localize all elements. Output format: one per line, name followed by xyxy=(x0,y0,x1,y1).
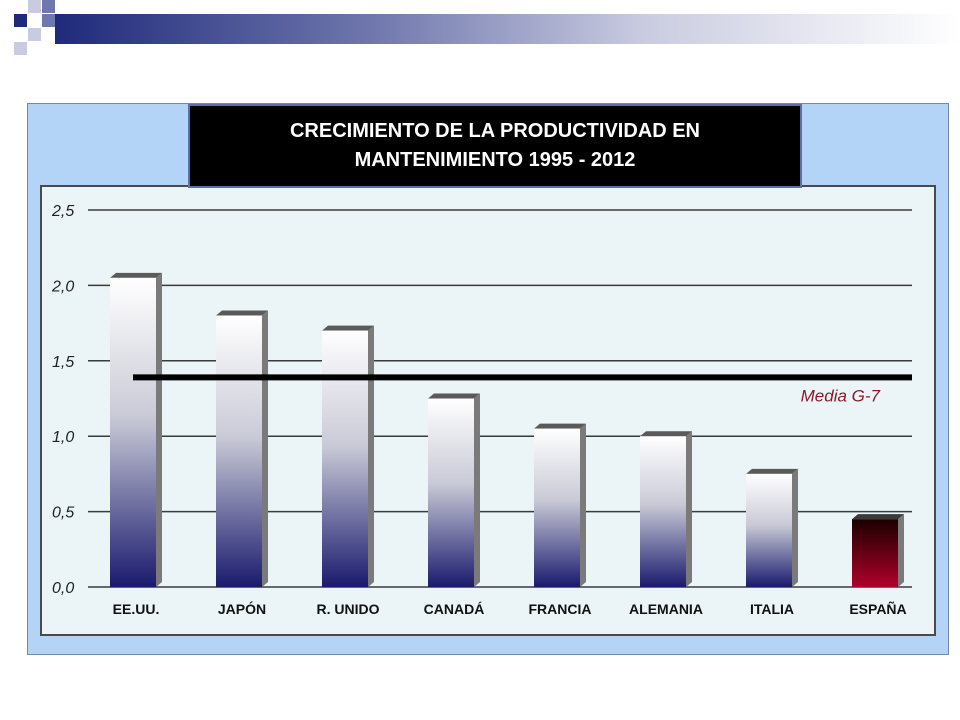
x-tick-label: ALEMANIA xyxy=(629,601,703,617)
x-tick-label: R. UNIDO xyxy=(317,601,380,617)
bar xyxy=(852,519,898,587)
bar-top xyxy=(428,393,480,399)
bar-side xyxy=(580,423,586,587)
bar xyxy=(322,330,368,587)
deco-square-3 xyxy=(28,28,41,41)
deco-square-2 xyxy=(28,0,41,13)
header-gradient-bar xyxy=(55,14,960,44)
bar-top xyxy=(640,431,692,437)
y-tick-label: 0,5 xyxy=(52,505,74,522)
bar xyxy=(534,428,580,587)
x-tick-label: CANADÁ xyxy=(424,601,485,617)
bar-top xyxy=(216,310,268,316)
deco-square-1 xyxy=(14,14,27,27)
bar-side xyxy=(792,468,798,587)
bar xyxy=(110,277,156,587)
bar-top xyxy=(746,468,798,474)
bar-side xyxy=(474,393,480,587)
y-tick-label: 2,5 xyxy=(51,203,74,220)
bar-side xyxy=(898,514,904,587)
bar-top xyxy=(852,514,904,520)
deco-square-6 xyxy=(42,0,55,13)
bar xyxy=(746,473,792,587)
bar xyxy=(428,398,474,587)
bar-side xyxy=(156,272,162,587)
y-tick-label: 2,0 xyxy=(51,278,74,295)
x-tick-label: JAPÓN xyxy=(218,600,266,617)
y-tick-label: 0,0 xyxy=(52,580,74,597)
x-tick-label: ESPAÑA xyxy=(849,600,906,617)
deco-square-4 xyxy=(42,14,55,27)
x-tick-label: ITALIA xyxy=(750,601,794,617)
chart-title: CRECIMIENTO DE LA PRODUCTIVIDAD EN MANTE… xyxy=(289,120,701,171)
bar-side xyxy=(368,325,374,587)
deco-square-5 xyxy=(14,42,27,55)
bar-side xyxy=(686,431,692,587)
y-tick-label: 1,0 xyxy=(52,429,74,446)
bar xyxy=(216,315,262,587)
bar xyxy=(640,436,686,587)
bar-top xyxy=(322,325,374,331)
x-tick-label: FRANCIA xyxy=(529,601,592,617)
bar-top xyxy=(110,272,162,278)
bar-side xyxy=(262,310,268,587)
chart-title-box: CRECIMIENTO DE LA PRODUCTIVIDAD EN MANTE… xyxy=(188,104,802,188)
reference-line-label: Media G-7 xyxy=(801,386,881,405)
y-tick-label: 1,5 xyxy=(52,354,74,371)
bar-top xyxy=(534,423,586,429)
x-tick-label: EE.UU. xyxy=(113,601,160,617)
